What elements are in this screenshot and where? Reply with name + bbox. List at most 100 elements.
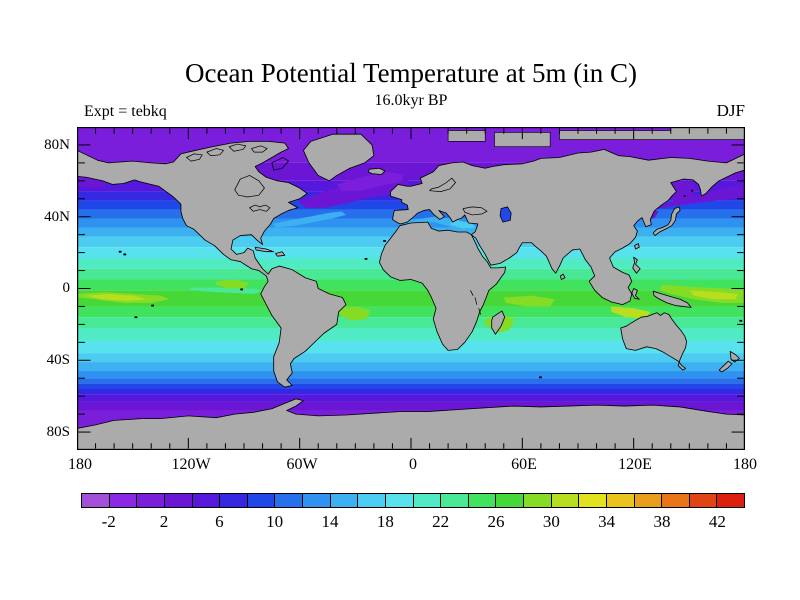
ocean-band: [77, 290, 745, 307]
colorbar-cell: [413, 494, 442, 507]
ocean-band: [77, 340, 745, 354]
colorbar-cell: [551, 494, 580, 507]
ice-svalbard: [447, 130, 486, 142]
land-americas: [77, 140, 347, 388]
ocean-band: [77, 388, 745, 395]
xaxis-label-60e: 60E: [511, 456, 537, 473]
ocean-band: [77, 383, 745, 389]
colorbar-cell: [385, 494, 414, 507]
ocean-band: [77, 279, 745, 291]
world-map: [77, 127, 745, 450]
colorbar-cell: [689, 494, 718, 507]
season-label: DJF: [716, 101, 745, 120]
land-hispaniola: [275, 251, 286, 257]
temperature-colorbar: [81, 493, 745, 508]
land-japan: [652, 206, 681, 236]
ocean-patch-brazil-warm: [338, 306, 371, 321]
ocean-band: [77, 353, 745, 363]
land-madagascar: [491, 310, 506, 335]
land-taiwan: [634, 243, 640, 250]
land-sulawesi: [631, 288, 640, 300]
ocean-patch-gulf-stream-warm: [271, 211, 347, 228]
outline-arctic-islands-2: [206, 148, 224, 157]
land-sri-lanka: [559, 273, 566, 280]
yaxis-label-0: 0: [62, 280, 71, 296]
colorbar-cell: [524, 494, 552, 507]
outline-arctic-islands-1: [186, 153, 203, 162]
land-iceland: [367, 167, 386, 175]
ocean-patch-nw-pacific-cold: [652, 183, 745, 210]
ocean-band: [77, 401, 745, 411]
caspian-sea: [499, 206, 512, 223]
outline-hudson-bay: [234, 175, 265, 198]
colorbar-tick-label: 14: [321, 512, 339, 531]
xaxis-label-60w: 60W: [286, 456, 318, 473]
land-philippines: [632, 256, 641, 274]
colorbar-cell: [662, 494, 690, 507]
outline-black-sea: [462, 206, 488, 216]
colorbar-tick-label: 2: [159, 512, 169, 531]
land-antarctica: [77, 398, 745, 450]
colorbar-cell: [606, 494, 635, 507]
modern-coastline-overlays: [186, 143, 488, 315]
ocean-band: [77, 306, 745, 318]
xaxis-label-180e: 180: [733, 456, 757, 473]
plot-subtitle: 16.0kyr BP: [374, 92, 448, 109]
ocean-band: [77, 378, 745, 384]
colorbar-cell: [137, 494, 165, 507]
colorbar-cell: [358, 494, 386, 507]
ocean-patch-wpac-warm-core: [689, 290, 738, 300]
land-new-zealand-south: [718, 360, 733, 373]
colorbar-tick-label: 34: [598, 512, 616, 531]
colorbar-cell: [303, 494, 331, 507]
plot-title: Ocean Potential Temperature at 5m (in C): [185, 58, 637, 88]
colorbar-cell: [164, 494, 193, 507]
outline-african-lakes: [470, 290, 481, 315]
land-greenland: [302, 133, 375, 182]
ocean-band: [77, 371, 745, 379]
colorbar-tick-label: 38: [653, 512, 671, 531]
colorbar-cell: [192, 494, 221, 507]
ocean-patch-epac-warm-core: [86, 293, 147, 302]
colorbar-tick-label: 42: [708, 512, 726, 531]
small-islands: [118, 189, 743, 379]
colorbar-cell: [330, 494, 359, 507]
yaxis-label-40s: 40S: [46, 352, 70, 368]
yaxis-label-40n: 40N: [44, 209, 70, 225]
xaxis-label-0: 0: [409, 456, 417, 473]
outline-arctic-islands-3: [228, 143, 247, 152]
colorbar-labels: -2 2 6 10 14 18 22 26 30 34 38 42: [81, 512, 745, 534]
colorbar-tick-label: 10: [266, 512, 284, 531]
land-eurasia: [390, 149, 745, 306]
land-masses: [77, 133, 745, 450]
colorbar-tick-label: 18: [376, 512, 394, 531]
colorbar-tick-label: 30: [542, 512, 560, 531]
ocean-patch-north-atlantic-cold-core: [336, 171, 404, 191]
yaxis-label-80s: 80S: [46, 424, 70, 440]
ocean-patch-nw-australia-warm: [611, 306, 651, 320]
colorbar-cell: [468, 494, 497, 507]
xaxis-label-120w: 120W: [171, 456, 211, 473]
colorbar-cell: [247, 494, 276, 507]
land-cuba: [254, 246, 275, 253]
outline-arctic-islands-4: [251, 145, 268, 153]
colorbar-cell: [82, 494, 110, 507]
outline-baltic-sea: [429, 177, 456, 192]
ocean-patch-indian-warm: [503, 295, 555, 307]
colorbar-cell: [634, 494, 663, 507]
colorbar-cell: [496, 494, 524, 507]
ocean-band: [77, 327, 745, 341]
colorbar-tick-label: -2: [101, 512, 116, 531]
colorbar-cell: [109, 494, 138, 507]
land-africa: [379, 221, 507, 351]
outline-great-lakes: [249, 204, 271, 212]
axis-ticks: [77, 127, 745, 450]
colorbar-tick-label: 22: [432, 512, 450, 531]
colorbar-cell: [220, 494, 248, 507]
ocean-temperature-patches: [77, 171, 745, 334]
outline-baffin: [271, 157, 289, 171]
yaxis-label-80n: 80N: [44, 137, 70, 153]
colorbar-cell: [441, 494, 469, 507]
xaxis-label-180w: 180: [68, 456, 92, 473]
